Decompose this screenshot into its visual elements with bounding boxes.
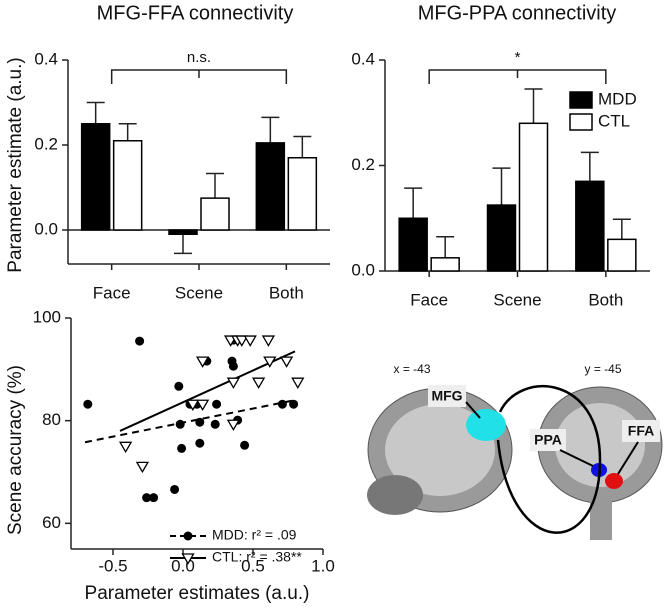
label-box bbox=[428, 385, 466, 407]
bar bbox=[430, 257, 460, 272]
point bbox=[289, 399, 299, 409]
point bbox=[235, 335, 249, 347]
point bbox=[175, 419, 185, 429]
y-tick-label: 0.0 bbox=[34, 219, 58, 238]
x-axis-label: Parameter estimates (a.u.) bbox=[85, 583, 310, 604]
legend-label: CTL bbox=[598, 111, 630, 130]
y-axis-label: Parameter estimate (a.u.) bbox=[5, 57, 26, 272]
annotation: n.s. bbox=[187, 49, 211, 66]
coronal-label: y = -45 bbox=[584, 362, 621, 376]
pointer bbox=[559, 449, 594, 467]
brain-panel: x = -43 y = -45 MFG PPA FFA bbox=[367, 362, 663, 540]
legend-label: MDD bbox=[598, 89, 637, 108]
bar bbox=[486, 204, 517, 272]
y-tick-label: 0.4 bbox=[34, 49, 58, 68]
point bbox=[174, 381, 184, 391]
point bbox=[135, 461, 150, 474]
significance-bracket bbox=[428, 69, 607, 84]
cerebellum bbox=[367, 475, 423, 515]
y-tick-label: 0.0 bbox=[351, 260, 375, 279]
point bbox=[226, 377, 241, 389]
x-tick-label: Both bbox=[588, 290, 623, 309]
point bbox=[277, 399, 287, 409]
point bbox=[263, 356, 277, 368]
bar bbox=[607, 238, 637, 272]
sagittal-label: x = -43 bbox=[393, 362, 430, 376]
x-tick-label: 0.0 bbox=[171, 556, 195, 575]
legend-label: MDD: r² = .09 bbox=[212, 527, 297, 543]
point bbox=[135, 336, 145, 346]
point bbox=[195, 417, 205, 427]
y-tick-label: 0.2 bbox=[34, 134, 58, 153]
y-axis-label: Scene accuracy (%) bbox=[5, 365, 26, 535]
bar bbox=[518, 122, 549, 272]
region-label: FFA bbox=[628, 423, 654, 439]
y-tick-label: 100 bbox=[33, 307, 61, 326]
point bbox=[195, 438, 205, 448]
bar bbox=[80, 123, 111, 231]
point bbox=[177, 443, 187, 453]
bar bbox=[168, 229, 198, 235]
chart-title: MFG-FFA connectivity bbox=[97, 2, 294, 24]
x-tick-label: 0.5 bbox=[241, 556, 265, 575]
y-tick-label: 0.4 bbox=[351, 49, 375, 68]
point bbox=[149, 493, 159, 503]
point bbox=[227, 356, 237, 366]
bar bbox=[200, 197, 230, 231]
point bbox=[210, 419, 220, 429]
point bbox=[261, 335, 276, 347]
x-tick-label: 1.0 bbox=[311, 556, 335, 575]
bar bbox=[112, 140, 143, 231]
point bbox=[83, 399, 93, 409]
x-tick-label: Scene bbox=[175, 283, 223, 302]
legend-swatch bbox=[569, 91, 593, 109]
legend-label: CTL: r² = .38** bbox=[212, 549, 302, 565]
y-tick-label: 0.2 bbox=[351, 155, 375, 174]
chart-title: MFG-PPA connectivity bbox=[418, 2, 617, 24]
label-box bbox=[622, 420, 660, 442]
bar bbox=[575, 180, 605, 272]
point bbox=[243, 335, 257, 347]
bar bbox=[255, 142, 286, 231]
x-tick-label: -0.5 bbox=[98, 556, 127, 575]
x-tick-label: Scene bbox=[493, 290, 541, 309]
point bbox=[118, 441, 133, 454]
pointer bbox=[465, 401, 481, 419]
connection-arc bbox=[496, 385, 602, 534]
ffa-region bbox=[605, 473, 623, 489]
point bbox=[212, 399, 222, 409]
x-tick-label: Face bbox=[410, 290, 448, 309]
x-tick-label: Face bbox=[93, 283, 131, 302]
point bbox=[251, 377, 266, 389]
region-label: MFG bbox=[431, 388, 462, 404]
point bbox=[142, 493, 152, 503]
y-tick-label: 80 bbox=[42, 410, 61, 429]
significance-bracket bbox=[110, 69, 288, 84]
point bbox=[240, 440, 250, 450]
point bbox=[279, 356, 294, 368]
pointer bbox=[617, 441, 639, 475]
bar bbox=[287, 157, 318, 231]
point bbox=[291, 377, 305, 389]
annotation: * bbox=[515, 49, 521, 66]
region-label: PPA bbox=[534, 432, 562, 448]
legend-swatch bbox=[569, 113, 593, 131]
point bbox=[170, 484, 180, 494]
point bbox=[195, 356, 210, 368]
y-tick-label: 60 bbox=[42, 513, 61, 532]
label-box bbox=[530, 429, 566, 451]
brainstem bbox=[590, 495, 612, 540]
point bbox=[195, 399, 210, 412]
bar bbox=[398, 217, 428, 272]
fit-line bbox=[119, 350, 296, 432]
point bbox=[186, 399, 200, 412]
mfg-region bbox=[466, 409, 506, 441]
legend-marker bbox=[183, 531, 193, 541]
x-tick-label: Both bbox=[269, 283, 304, 302]
legend-marker bbox=[181, 553, 195, 565]
point bbox=[226, 419, 241, 432]
